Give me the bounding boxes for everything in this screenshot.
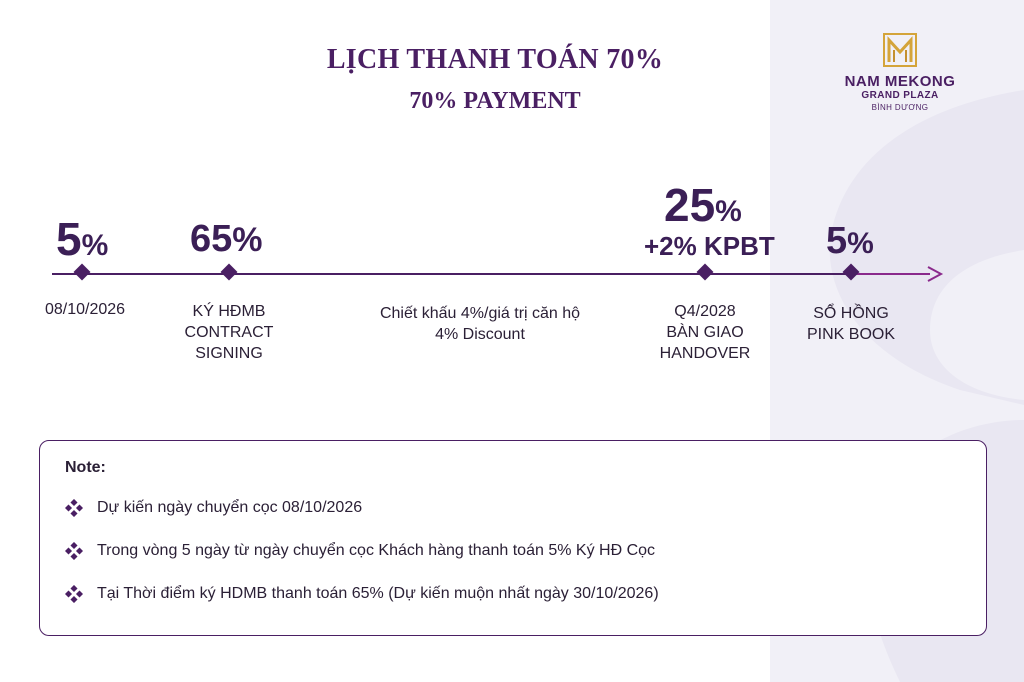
discount-label: Chiết khấu 4%/giá trị căn hộ 4% Discount (379, 305, 581, 343)
brand-name: NAM MEKONG (844, 73, 956, 90)
m-monogram-icon (883, 33, 917, 67)
note-box: Note: Dự kiến ngày chuyển cọc 08/10/2026… (39, 440, 987, 636)
four-diamond-bullet-icon (65, 499, 83, 517)
note-item-text: Tại Thời điểm ký HDMB thanh toán 65% (Dự… (97, 585, 659, 602)
milestone-marker (73, 263, 91, 281)
page-subtitle: 70% PAYMENT (409, 88, 581, 114)
page-title: LỊCH THANH TOÁN 70% (326, 44, 664, 75)
brand-logo: NAM MEKONG GRAND PLAZA BÌNH DƯƠNG (830, 32, 970, 113)
milestone-marker (696, 263, 714, 281)
milestone-4-percent: 5% (826, 220, 874, 262)
timeline-arrowhead (927, 266, 944, 282)
milestone-3-percent: 25% (664, 179, 742, 231)
four-diamond-bullet-icon (65, 585, 83, 603)
milestone-2-percent: 65% (190, 218, 263, 260)
milestone-2-label: KÝ HĐMB CONTRACT SIGNING (184, 303, 274, 362)
note-item: Dự kiến ngày chuyển cọc 08/10/2026 (65, 499, 362, 517)
note-heading: Note: (65, 459, 106, 476)
note-item-text: Dự kiến ngày chuyển cọc 08/10/2026 (97, 499, 363, 516)
milestone-1-percent: 5% (56, 213, 109, 265)
milestone-marker (220, 263, 238, 281)
four-diamond-bullet-icon (65, 542, 83, 560)
milestone-marker (842, 263, 860, 281)
note-item: Tại Thời điểm ký HDMB thanh toán 65% (Dự… (65, 585, 659, 603)
brand-line3: BÌNH DƯƠNG (871, 103, 929, 112)
milestone-3-label: Q4/2028 BÀN GIAO HANDOVER (659, 303, 751, 362)
note-item: Trong vòng 5 ngày từ ngày chuyển cọc Khá… (65, 542, 655, 560)
milestone-3-extra: +2% KPBT (644, 231, 775, 261)
brand-line2: GRAND PLAZA (861, 90, 939, 101)
milestone-4-label: SỔ HỒNG PINK BOOK (806, 305, 896, 343)
note-item-text: Trong vòng 5 ngày từ ngày chuyển cọc Khá… (97, 542, 656, 559)
milestone-1-label: 08/10/2026 (44, 301, 126, 318)
